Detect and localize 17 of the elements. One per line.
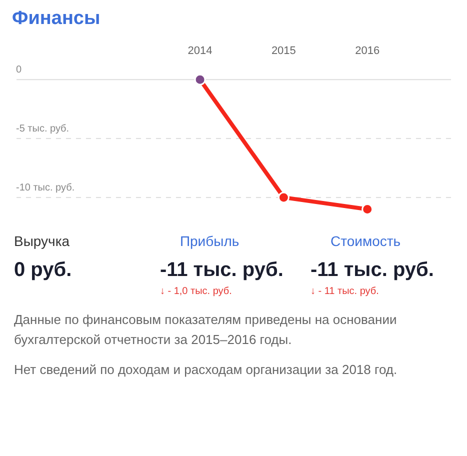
text: -11 тыс. руб. <box>310 259 434 281</box>
text: ↓ - 1,0 тыс. руб. <box>160 286 232 297</box>
y-tick-label: 0 <box>16 64 22 76</box>
text: -11 тыс. руб. <box>160 259 284 281</box>
category-label: Выручка <box>14 233 71 249</box>
chart-title: Финансы <box>12 8 102 30</box>
text: ↓ - 11 тыс. руб. <box>310 286 379 297</box>
x-tick-label: 2016 <box>355 45 380 57</box>
text: Нет сведений по доходам и расходам организации за 2018 год. <box>14 361 398 379</box>
category-label: Стоимость <box>329 233 402 249</box>
y-tick-label: -5 тыс. руб. <box>16 124 70 135</box>
text: Данные по финансовым показателям приведены на основании бухгалтерской отчетности за 2015–2016 годы. <box>14 311 398 349</box>
x-tick-label: 2014 <box>188 45 212 57</box>
text: 0 руб. <box>14 259 72 281</box>
x-tick-label: 2015 <box>271 45 296 57</box>
y-tick-label: -10 тыс. руб. <box>16 182 75 194</box>
category-label: Прибыль <box>178 233 240 249</box>
